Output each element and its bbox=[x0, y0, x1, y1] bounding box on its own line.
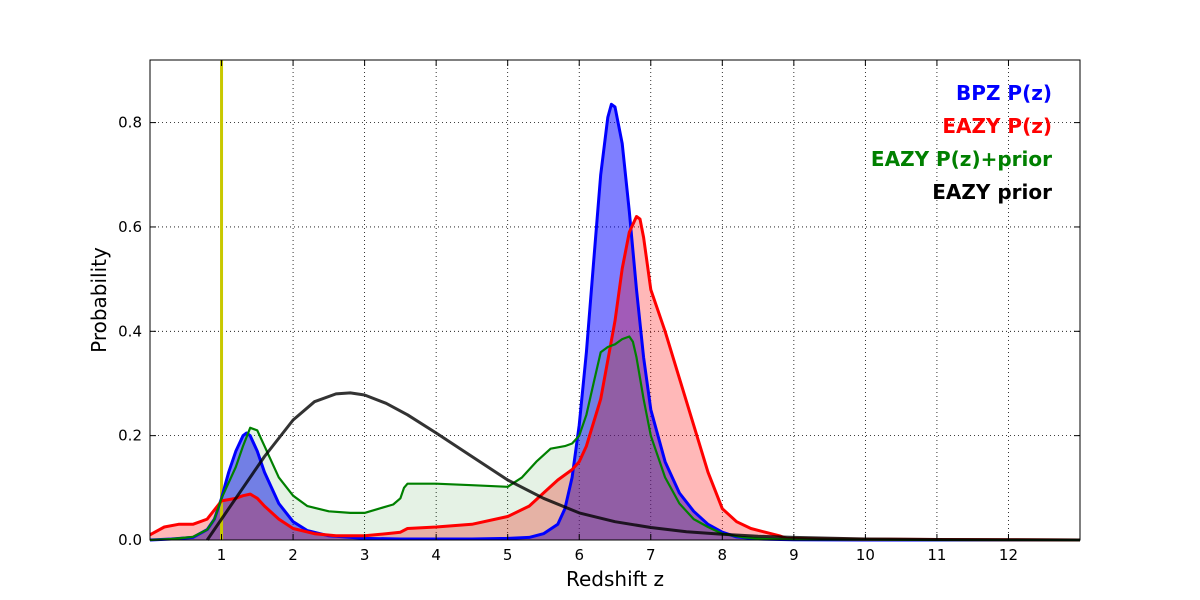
x-tick-label: 10 bbox=[856, 546, 875, 564]
x-tick-label: 6 bbox=[574, 546, 584, 564]
eazy-p-z-prior-line bbox=[149, 335, 1080, 542]
x-tick-label: 2 bbox=[288, 546, 298, 564]
eazy-p-z-prior-area bbox=[150, 336, 1080, 540]
y-axis-label: Probability bbox=[87, 247, 111, 353]
x-tick-label: 9 bbox=[789, 546, 799, 564]
legend-eazy-prior: EAZY prior bbox=[932, 180, 1052, 204]
eazy-p-z-line bbox=[149, 215, 1081, 542]
plot-frame bbox=[149, 59, 1081, 541]
y-tick-label: 0.6 bbox=[118, 218, 142, 236]
x-tick-label: 11 bbox=[927, 546, 946, 564]
bpz-p-z-line bbox=[149, 102, 1080, 542]
legend-eazy-p-z-prior: EAZY P(z)+prior bbox=[871, 147, 1052, 171]
x-tick-label: 3 bbox=[360, 546, 370, 564]
x-tick-label: 8 bbox=[718, 546, 728, 564]
legend-eazy-p-z: EAZY P(z) bbox=[942, 114, 1052, 138]
legend: BPZ P(z) EAZY P(z) EAZY P(z)+prior EAZY pri… bbox=[871, 81, 1052, 204]
x-tick-label: 4 bbox=[431, 546, 441, 564]
x-tick-label: 1 bbox=[217, 546, 227, 564]
y-tick-label: 0.8 bbox=[118, 114, 142, 132]
eazy-prior-line bbox=[205, 391, 1081, 542]
eazy-p-z-area bbox=[150, 216, 1080, 540]
series-lines bbox=[149, 102, 1081, 542]
x-tick-label: 12 bbox=[999, 546, 1018, 564]
y-tick-label: 0.4 bbox=[118, 322, 142, 340]
axis-ticks: 1 2 3 4 5 6 7 8 9 10 11 120.00.20.40.60.8 bbox=[118, 60, 1080, 564]
y-tick-label: 0.0 bbox=[118, 531, 142, 549]
x-tick-label: 7 bbox=[646, 546, 656, 564]
y-tick-label: 0.2 bbox=[118, 427, 142, 445]
legend-bpz-p-z: BPZ P(z) bbox=[956, 81, 1052, 105]
x-tick-label: 5 bbox=[503, 546, 513, 564]
x-axis-label: Redshift z bbox=[566, 567, 664, 591]
